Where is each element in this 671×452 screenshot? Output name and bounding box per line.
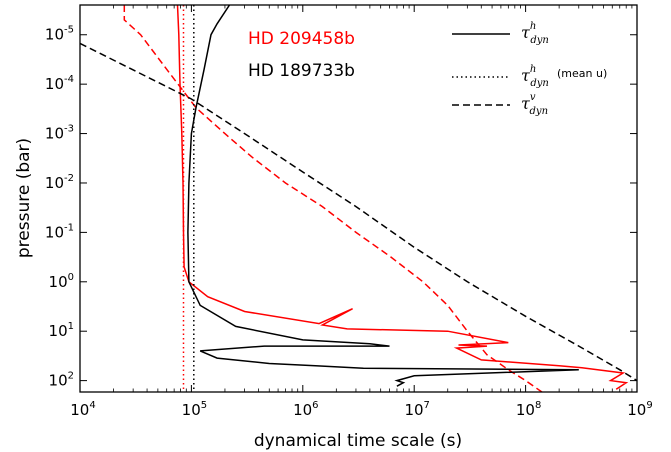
y-axis-label: pressure (bar) xyxy=(14,138,34,258)
series-line-2 xyxy=(123,5,543,392)
plot-frame xyxy=(79,4,638,393)
legend-label-1: τh dyn xyxy=(521,64,549,89)
x-tick-label-4: 108 xyxy=(516,400,541,419)
x-tick-label-1: 105 xyxy=(182,400,207,419)
planet-label-0: HD 209458b xyxy=(248,29,355,49)
x-tick-label-5: 109 xyxy=(627,400,652,419)
x-axis-label: dynamical time scale (s) xyxy=(254,431,462,451)
y-tick-label-2: 10-3 xyxy=(45,124,74,143)
x-tick-label-2: 106 xyxy=(293,400,318,419)
series-layer xyxy=(80,5,637,392)
legend-label-2: τv dyn xyxy=(521,92,548,117)
x-tick-label-3: 107 xyxy=(404,400,429,419)
y-tick-label-7: 102 xyxy=(49,371,74,390)
legend-note-1: (mean u) xyxy=(557,67,607,80)
planet-labels: HD 209458b HD 189733b xyxy=(248,29,355,81)
y-tick-label-5: 100 xyxy=(49,272,74,291)
y-tick-label-4: 10-1 xyxy=(45,222,74,241)
y-tick-label-1: 10-4 xyxy=(45,74,74,93)
planet-label-1: HD 189733b xyxy=(248,61,355,81)
series-line-0 xyxy=(176,5,629,390)
tick-layer: 104 105 106 107 108 109 10-5 10-4 10-3 10-2 10-1 10… xyxy=(45,5,653,419)
y-tick-label-3: 10-2 xyxy=(45,173,74,192)
series-line-5 xyxy=(80,42,637,382)
legend-label-0: τh dyn xyxy=(521,21,549,46)
series-line-3 xyxy=(187,5,579,387)
legend: τh dyn τh dyn (mean u) τv dyn xyxy=(452,21,607,117)
y-tick-label-0: 10-5 xyxy=(45,25,74,44)
y-tick-label-6: 101 xyxy=(49,321,74,340)
x-tick-label-0: 104 xyxy=(70,400,95,419)
